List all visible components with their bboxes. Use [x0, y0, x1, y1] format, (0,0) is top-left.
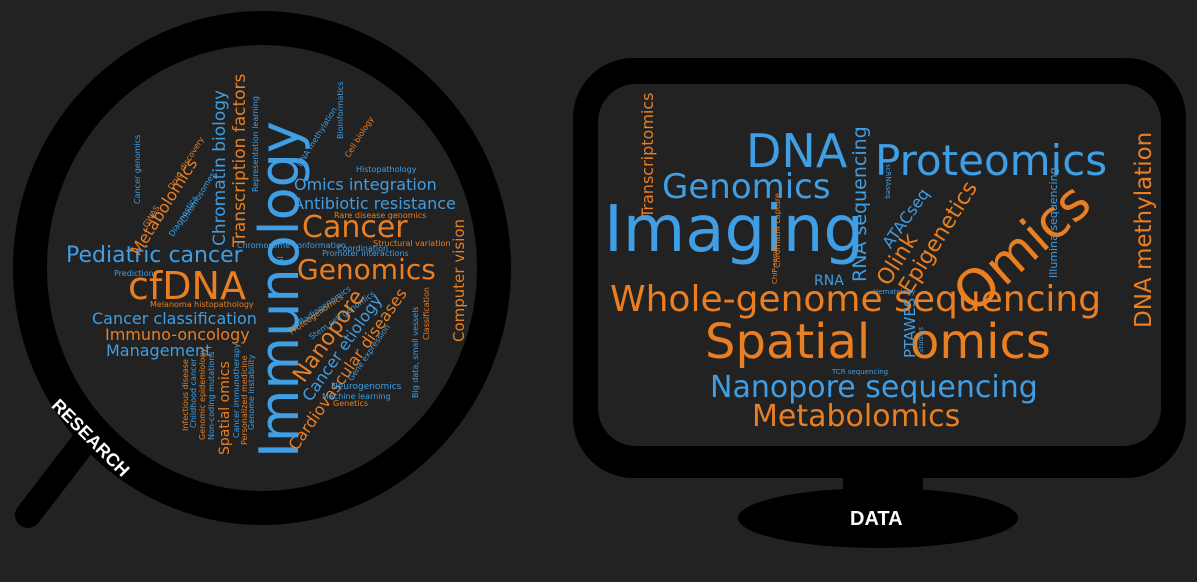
word-management: Management — [106, 341, 212, 360]
word-melanoma-histopathology: Melanoma histopathology — [150, 300, 254, 309]
word-rna: RNA — [814, 273, 844, 289]
word-illumina-sequencing: Illumina sequencing — [1047, 167, 1060, 278]
word-classification: Classification — [422, 287, 431, 340]
word-dna: DNA — [746, 124, 848, 178]
word-proteomics: Proteomics — [875, 136, 1108, 185]
word-cancer-classification: Cancer classification — [92, 309, 257, 328]
data-label: DATA — [850, 508, 903, 530]
word-chromatin-biology: Chromatin biology — [210, 89, 230, 246]
word-omics-spatial: omics — [910, 314, 1051, 370]
word-childhood-cancer: Childhood cancer — [189, 358, 198, 428]
word-genomic-epidemiology: Genomic epidemiology — [198, 347, 207, 440]
word-big-data: Big data, small vessels — [411, 306, 420, 398]
word-coordination: Coordination — [337, 244, 389, 253]
word-antibiotic-resistance: Antibiotic resistance — [293, 194, 456, 213]
word-transcription-factors: Transcription factors — [230, 73, 250, 247]
word-structural-variation: Structural variation — [373, 239, 451, 248]
word-computer-vision: Computer vision — [450, 218, 468, 342]
word-prediction: Prediction — [114, 269, 154, 278]
word-genome-instability: Genome instability — [247, 354, 256, 430]
magnifying-glass-icon — [13, 11, 511, 528]
word-tcr-sequencing: TCR sequencing — [832, 368, 889, 376]
word-omics-integration: Omics integration — [294, 175, 437, 194]
word-cancer: Cancer — [302, 210, 408, 245]
word-imaging: Imaging — [604, 193, 865, 267]
word-genetics: Genetics — [333, 399, 369, 408]
word-genomics-data: Genomics — [662, 167, 831, 207]
word-rare-disease-genomics: Rare disease genomics — [334, 211, 427, 220]
word-whole-genome-sequencing: Whole-genome sequencing — [610, 279, 1102, 320]
word-scrnaseq: scRNAseq — [884, 164, 892, 199]
word-hematology: Hematology — [873, 288, 916, 296]
word-nanopore-sequencing: Nanopore sequencing — [710, 370, 1038, 405]
word-cfdna: cfDNA — [128, 264, 246, 308]
computer-monitor-icon — [573, 58, 1186, 548]
word-genomics: Genomics — [297, 253, 436, 286]
word-immunology: Immunology — [248, 121, 311, 458]
word-rna-sequencing: RNA sequencing — [849, 126, 871, 282]
word-neurogenomics: Neurogenomics — [331, 382, 402, 392]
word-dna-methylation-data: DNA methylation — [1131, 131, 1157, 328]
word-studies: Studies — [917, 327, 925, 353]
word-chromosome-conformation: Chromosome conformation — [237, 241, 346, 250]
word-representation-learning: Representation learning — [251, 96, 260, 192]
word-metabolomics-data: Metabolomics — [752, 399, 961, 434]
word-spatial: Spatial — [705, 314, 871, 370]
word-cancer-genomics: Cancer genomics — [133, 134, 142, 204]
word-promoter-interactions: Promoter interactions — [322, 249, 409, 258]
word-ptawes: PTAWES — [901, 297, 919, 358]
word-ai: AI — [276, 256, 285, 264]
word-chip-sequencing: ChIP-sequencing — [771, 225, 779, 284]
word-spatial-omics: Spatial omics — [217, 361, 233, 455]
word-histopathology: Histopathology — [356, 165, 417, 174]
word-machine-learning: Machine learning — [322, 392, 391, 401]
word-immuno-oncology: Immuno-oncology — [105, 325, 250, 344]
word-non-coding-mutations: Non-coding mutations — [207, 351, 216, 440]
word-transcriptomics: Transcriptomics — [638, 92, 657, 218]
word-pediatric-cancer: Pediatric cancer — [66, 243, 243, 268]
